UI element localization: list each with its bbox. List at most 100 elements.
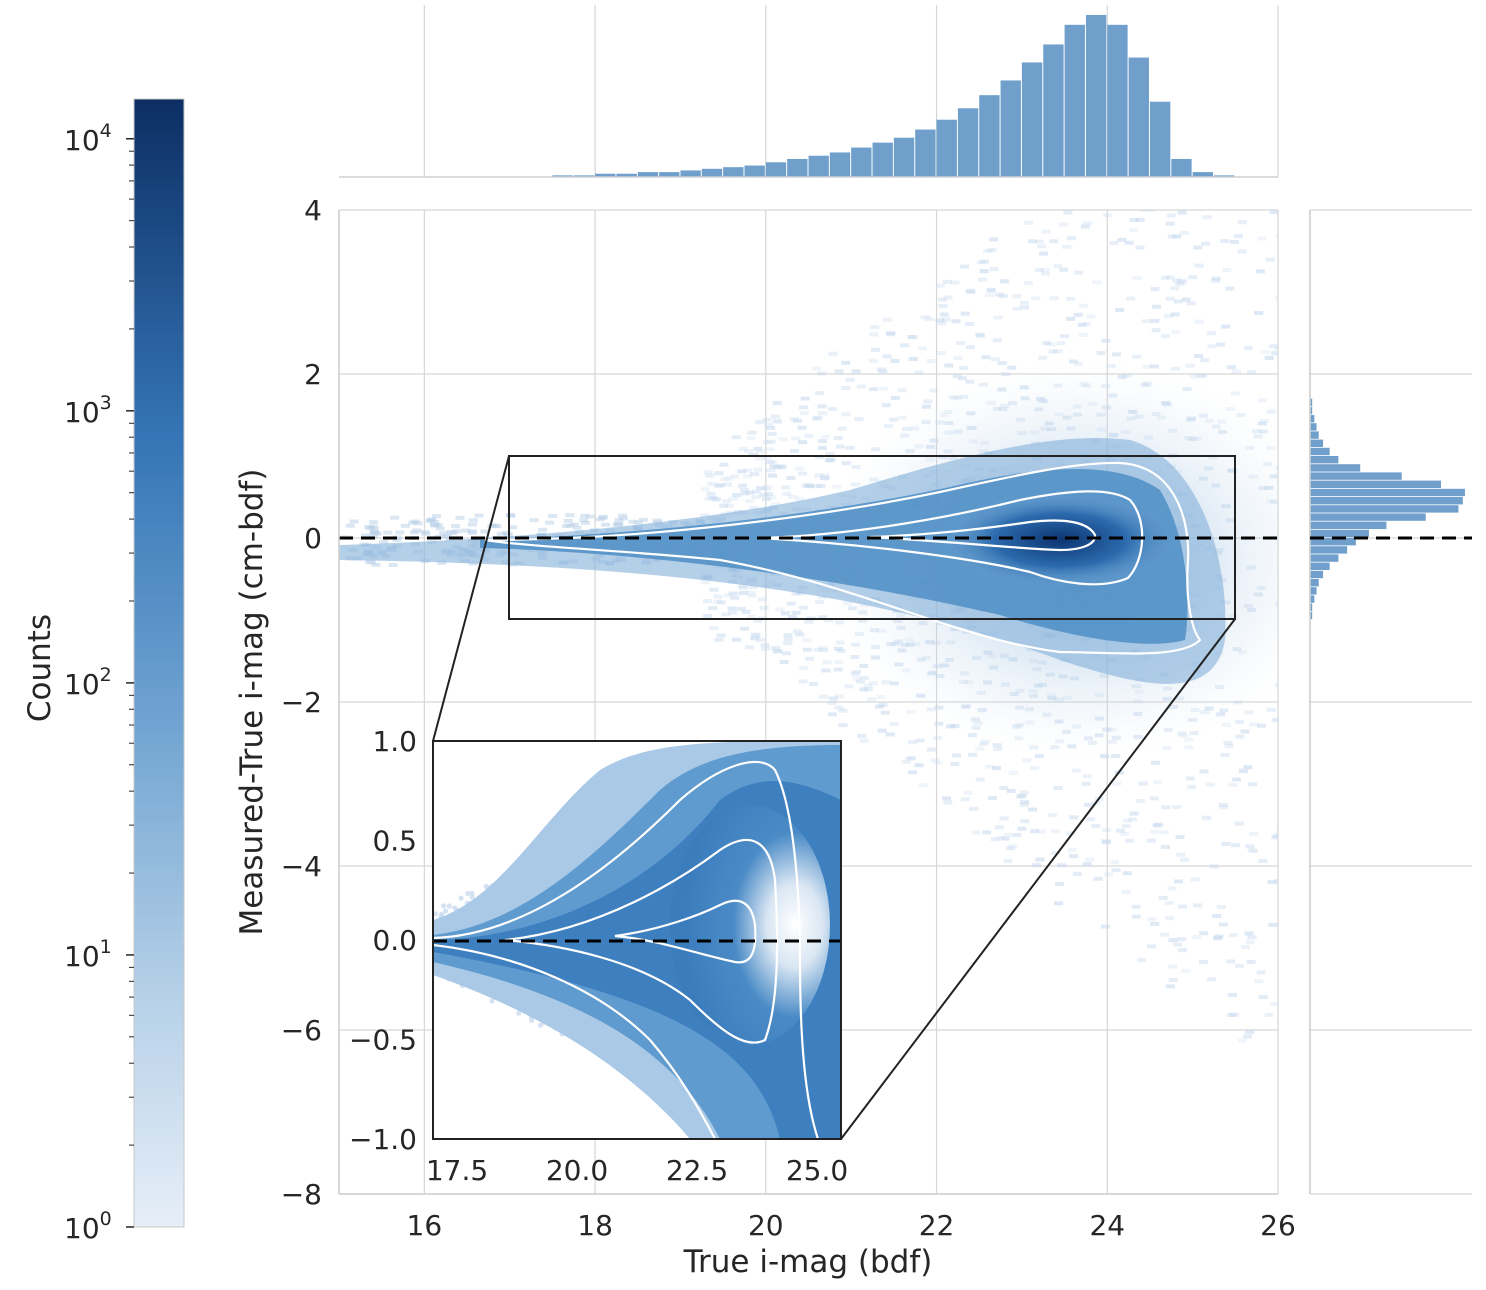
sparse-point	[1173, 299, 1183, 304]
sparse-point	[371, 562, 381, 567]
sparse-point	[1032, 863, 1042, 868]
top-histogram-bar	[552, 175, 573, 177]
sparse-point	[361, 533, 371, 538]
sparse-point	[1122, 818, 1132, 823]
sparse-point	[1057, 863, 1067, 868]
sparse-point	[1201, 815, 1211, 820]
sparse-point	[1267, 880, 1277, 885]
sparse-point	[767, 431, 777, 436]
right-histogram-bar	[1310, 423, 1317, 431]
sparse-point	[838, 708, 848, 713]
inset-density-core	[670, 805, 830, 1045]
sparse-point	[1173, 879, 1183, 884]
x-tick-label: 18	[577, 1209, 613, 1242]
inset-frame	[432, 740, 842, 1140]
right-histogram-bar	[1310, 497, 1463, 505]
sparse-point	[1112, 781, 1122, 786]
y-tick-label: −2	[281, 686, 322, 719]
sparse-point	[708, 495, 718, 500]
inset-tick-labels: 17.5 20.0 22.5 25.0 1.0 0.5 0.0 −0.5 −1.0	[349, 725, 848, 1187]
sparse-point	[756, 486, 766, 491]
sparse-point	[703, 613, 713, 618]
sparse-point	[705, 473, 715, 478]
sparse-point	[1209, 134, 1218, 138]
inset-sparse-point	[452, 905, 458, 911]
sparse-point	[1158, 895, 1168, 900]
sparse-point	[1017, 793, 1027, 798]
sparse-point	[1268, 922, 1278, 927]
sparse-point	[1246, 959, 1256, 964]
sparse-point	[979, 269, 989, 274]
sparse-point	[907, 756, 917, 761]
sparse-point	[1069, 815, 1079, 820]
top-histogram-bar	[1085, 15, 1107, 177]
sparse-point	[770, 502, 780, 507]
y-tick-label: −6	[281, 1014, 322, 1047]
sparse-point	[1172, 234, 1182, 239]
sparse-point	[508, 525, 518, 530]
sparse-point	[1073, 312, 1083, 317]
sparse-point	[859, 675, 869, 680]
sparse-point	[719, 503, 729, 508]
sparse-point	[1030, 829, 1040, 834]
sparse-point	[731, 637, 741, 642]
sparse-point	[800, 396, 810, 401]
sparse-point	[762, 456, 772, 461]
sparse-point	[739, 487, 749, 492]
sparse-point	[1237, 83, 1246, 87]
sparse-point	[1237, 1038, 1247, 1043]
sparse-point	[1234, 821, 1244, 826]
sparse-point	[838, 723, 848, 728]
sparse-point	[1053, 349, 1063, 354]
sparse-point	[1177, 279, 1187, 284]
sparse-point	[901, 759, 911, 764]
sparse-point	[563, 518, 573, 523]
sparse-point	[1258, 995, 1268, 1000]
y-tick-label: 4	[304, 194, 322, 227]
sparse-point	[924, 317, 934, 322]
sparse-point	[820, 476, 830, 481]
sparse-point	[1077, 322, 1087, 327]
sparse-point	[580, 520, 590, 525]
sparse-point	[1178, 904, 1188, 909]
sparse-point	[713, 594, 723, 599]
top-histogram-bar	[723, 167, 744, 177]
y-tick-label: −8	[281, 1178, 322, 1211]
sparse-point	[1144, 203, 1153, 207]
right-histogram-bar	[1310, 595, 1315, 603]
sparse-point	[1259, 125, 1268, 129]
sparse-point	[740, 491, 750, 496]
inset-x-tick-label: 22.5	[666, 1154, 728, 1187]
right-histogram-bar	[1310, 505, 1459, 513]
sparse-point	[1121, 823, 1131, 828]
sparse-point	[1131, 914, 1141, 919]
sparse-point	[1104, 872, 1114, 877]
sparse-point	[908, 335, 918, 340]
sparse-point	[879, 386, 889, 391]
sparse-point	[745, 645, 755, 650]
sparse-point	[378, 539, 388, 544]
top-histogram-bar	[1128, 57, 1149, 177]
sparse-point	[750, 472, 760, 477]
x-axis-label: True i-mag (bdf)	[683, 1244, 933, 1280]
sparse-point	[1255, 123, 1264, 127]
sparse-point	[1115, 307, 1125, 312]
sparse-point	[841, 360, 851, 365]
sparse-point	[797, 425, 807, 430]
sparse-point	[1234, 109, 1243, 113]
sparse-point	[731, 435, 741, 440]
sparse-point	[964, 321, 974, 326]
sparse-point	[1194, 354, 1204, 359]
sparse-point	[570, 522, 580, 527]
sparse-point	[982, 830, 992, 835]
sparse-point	[760, 646, 770, 651]
sparse-point	[968, 752, 978, 757]
sparse-point	[802, 638, 812, 643]
sparse-point	[1254, 311, 1264, 316]
sparse-point	[792, 628, 802, 633]
sparse-point	[747, 430, 757, 435]
sparse-point	[1277, 810, 1278, 815]
sparse-point	[720, 476, 730, 481]
sparse-point	[788, 494, 798, 499]
